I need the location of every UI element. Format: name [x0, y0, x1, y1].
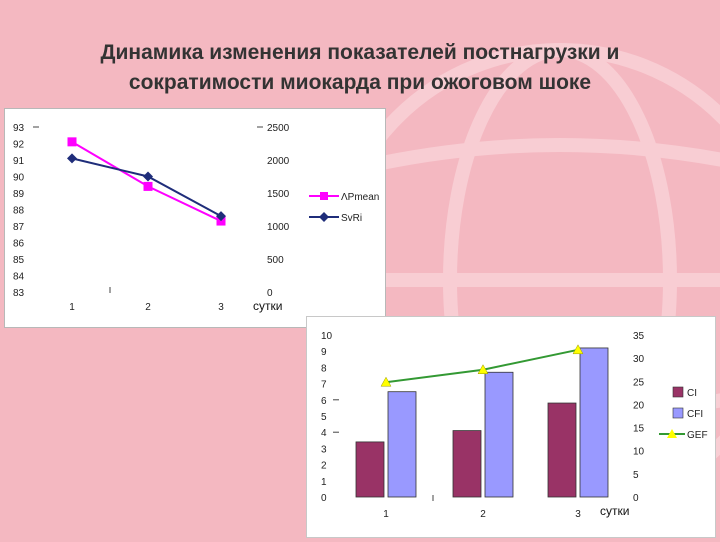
legend-label-GEF: GEF [687, 430, 708, 441]
y-right-tick-label: 2000 [267, 156, 290, 167]
y-right-tick-label: 15 [633, 424, 645, 435]
title-line-2: сократимости миокарда при ожоговом шоке [128, 71, 592, 94]
y-left-tick-label: 8 [321, 363, 327, 374]
y-left-tick-label: 9 [321, 347, 327, 358]
chart-afterload: 93 92 91 90 89 88 87 86 85 84 83 2500 2000 1500 1000 50… [13, 123, 379, 313]
chart-afterload-panel: 93 92 91 90 89 88 87 86 85 84 83 2500 2000 1500 1000 50… [4, 108, 386, 328]
chart-contractility-panel: 10 9 8 7 6 5 4 3 2 1 0 35 30 25 20 15 10 5 0 1 2 3 сутки CI CFI G… [306, 316, 716, 538]
y-right-tick-label: 35 [633, 331, 645, 342]
y-left-tick-label: 88 [13, 206, 25, 217]
y-right-tick-label: 30 [633, 354, 645, 365]
y-left-tick-label: 89 [13, 189, 25, 200]
data-point-SvRi [143, 171, 153, 182]
legend-marker-GEF [667, 429, 677, 438]
y-left-tick-label: 10 [321, 331, 333, 342]
y-left-tick-label: 0 [321, 493, 327, 504]
y-right-tick-label: 500 [267, 255, 284, 266]
y-left-tick-label: 6 [321, 396, 327, 407]
y-left-tick-label: 84 [13, 272, 25, 283]
x-tick-label: 1 [383, 509, 389, 520]
bar-CI [355, 441, 385, 498]
x-tick-label: 3 [575, 509, 581, 520]
y-left-tick-label: 91 [13, 156, 25, 167]
slide-title: Динамика изменения показателей постнагру… [20, 38, 700, 98]
y-left-tick-label: 5 [321, 412, 327, 423]
y-left-tick-label: 4 [321, 428, 327, 439]
x-axis-label: сутки [600, 504, 629, 518]
legend-marker-ΛPmean [320, 192, 328, 200]
y-left-tick-label: 93 [13, 123, 25, 134]
y-left-tick-label: 2 [321, 461, 327, 472]
bar-CFI [484, 371, 514, 498]
y-left-tick-label: 85 [13, 255, 25, 266]
legend-label-ΛPmean: ΛPmean [341, 192, 379, 203]
y-right-tick-label: 2500 [267, 123, 290, 134]
legend-swatch-CI [672, 386, 684, 398]
bar-CFI [387, 391, 417, 498]
title-line-1: Динамика изменения показателей постнагру… [100, 41, 620, 64]
y-right-tick-label: 20 [633, 400, 645, 411]
y-right-tick-label: 0 [633, 493, 639, 504]
data-point-SvRi [67, 153, 77, 164]
x-tick-label: 2 [145, 302, 151, 313]
y-right-tick-label: 1500 [267, 189, 290, 200]
x-tick-label: 3 [218, 302, 224, 313]
y-right-tick-label: 5 [633, 470, 639, 481]
y-left-tick-label: 7 [321, 380, 327, 391]
series-line-ΛPmean [71, 140, 222, 222]
y-left-tick-label: 3 [321, 444, 327, 455]
data-point-ΛPmean [67, 137, 77, 147]
y-right-tick-label: 1000 [267, 222, 290, 233]
y-left-tick-label: 1 [321, 477, 327, 488]
y-right-tick-label: 25 [633, 377, 645, 388]
data-point-GEF [572, 344, 584, 355]
x-tick-label: 2 [480, 509, 486, 520]
y-left-tick-label: 90 [13, 173, 25, 184]
y-left-tick-label: 86 [13, 239, 25, 250]
data-point-GEF [477, 364, 489, 374]
legend-label-CI: CI [687, 388, 697, 399]
data-point-ΛPmean [143, 181, 153, 191]
data-point-SvRi [216, 211, 226, 222]
x-tick-label: 1 [69, 302, 75, 313]
legend-swatch-CFI [672, 407, 684, 419]
bar-CFI [579, 347, 609, 498]
bar-CI [547, 402, 577, 498]
y-left-tick-label: 92 [13, 140, 25, 151]
x-axis-label: сутки [253, 299, 282, 313]
y-left-tick-label: 87 [13, 222, 25, 233]
y-left-tick-label: 83 [13, 288, 25, 299]
legend-label-CFI: CFI [687, 409, 703, 420]
y-right-tick-label: 10 [633, 447, 645, 458]
data-point-GEF [380, 376, 392, 387]
y-right-tick-label: 0 [267, 288, 273, 299]
legend-marker-SvRi [319, 212, 329, 222]
legend-label-SvRi: SvRi [341, 213, 362, 224]
bar-CI [452, 430, 482, 498]
